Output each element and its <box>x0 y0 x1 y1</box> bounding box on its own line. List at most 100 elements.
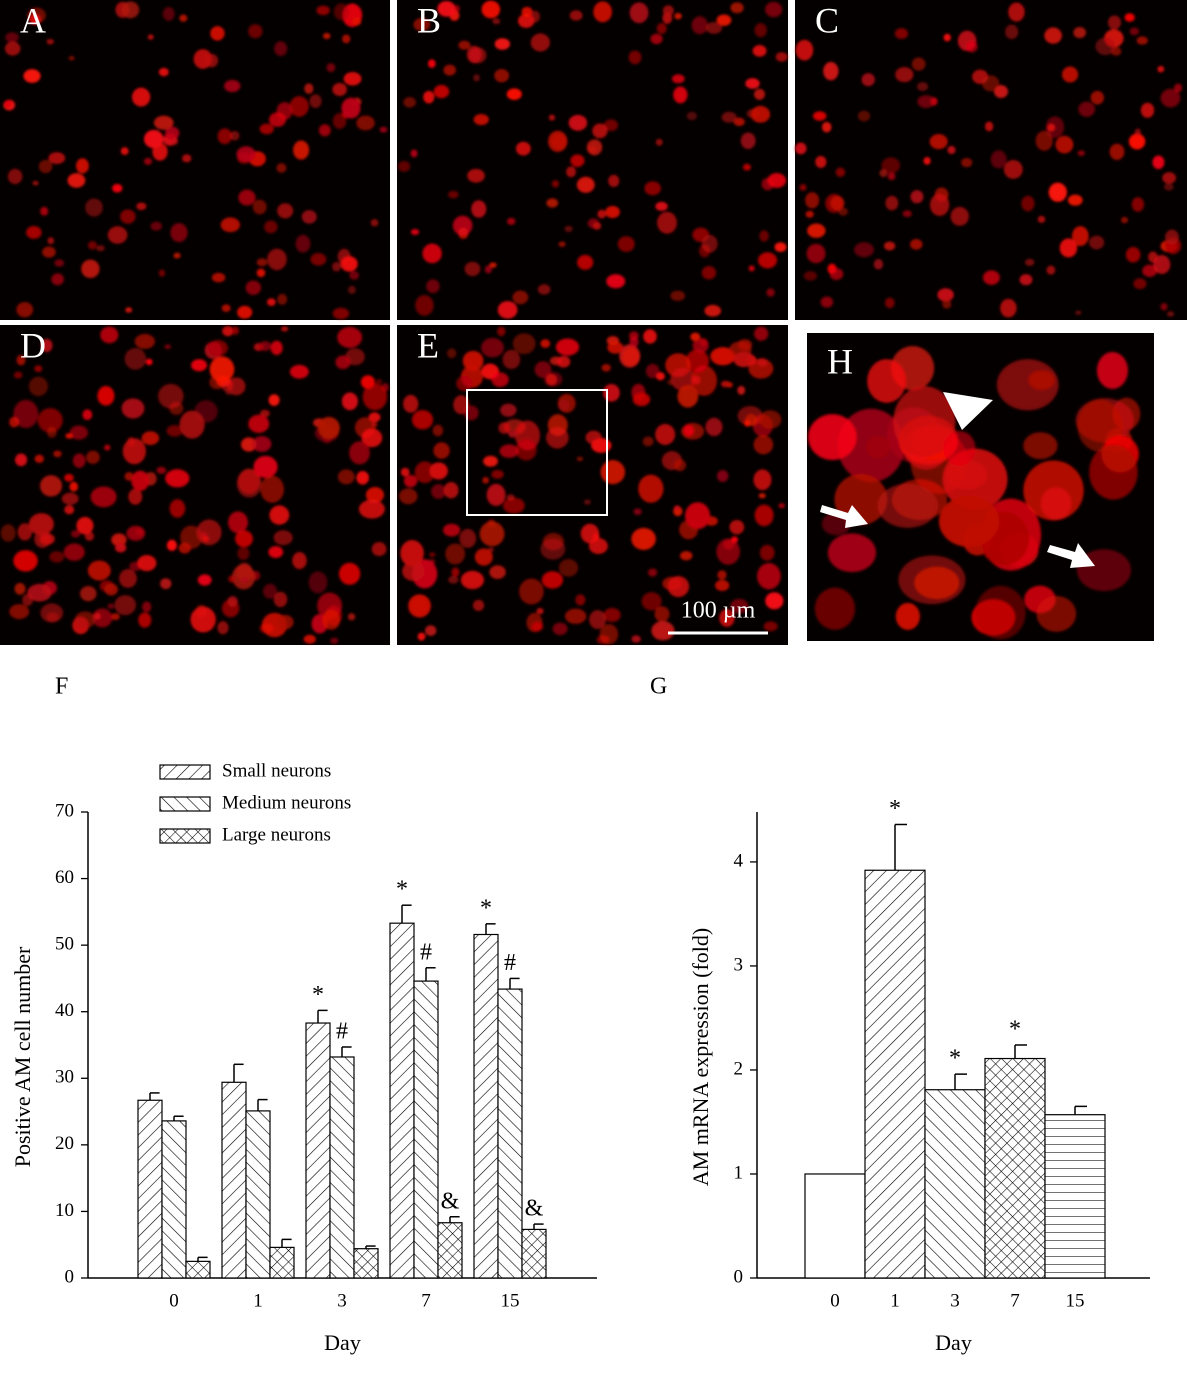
cell <box>775 52 788 62</box>
cell <box>512 333 536 355</box>
cell <box>556 355 571 368</box>
cell <box>1133 278 1147 290</box>
cell <box>895 602 920 630</box>
cell <box>622 347 640 367</box>
cell <box>280 326 289 332</box>
cell <box>515 141 531 156</box>
cell <box>805 192 820 209</box>
cell <box>1055 135 1074 154</box>
bar <box>864 869 926 1279</box>
cell <box>651 620 675 641</box>
cell <box>362 383 388 411</box>
cell <box>1072 226 1089 247</box>
significance-mark: * <box>312 982 324 1008</box>
cell <box>460 570 485 590</box>
cell <box>266 298 276 306</box>
cell <box>81 259 100 279</box>
cell <box>368 412 381 423</box>
cell <box>981 75 1000 92</box>
cell <box>365 486 385 503</box>
cell <box>877 483 939 528</box>
cell <box>1061 66 1079 83</box>
cell <box>333 3 350 21</box>
cell <box>260 409 270 418</box>
cell <box>530 33 550 52</box>
cell <box>303 634 316 644</box>
cell <box>692 337 709 353</box>
bar <box>305 1022 331 1279</box>
cell <box>685 349 709 373</box>
cell <box>548 114 556 121</box>
cell <box>667 379 674 386</box>
cell <box>829 268 844 280</box>
cell <box>86 450 100 464</box>
bar <box>353 1248 379 1279</box>
cell <box>165 469 190 488</box>
x-tick-label: 3 <box>337 1290 347 1311</box>
cell <box>942 299 952 309</box>
cell <box>235 530 253 548</box>
cell <box>466 45 482 64</box>
cell <box>601 363 611 372</box>
cell <box>245 280 262 296</box>
cell <box>238 189 256 206</box>
cell <box>506 88 522 100</box>
x-tick-label: 3 <box>950 1290 960 1311</box>
cell <box>4 41 21 56</box>
cell <box>126 525 146 541</box>
cell <box>984 121 994 132</box>
cell <box>443 523 461 537</box>
cell <box>124 471 134 481</box>
cell <box>209 356 235 383</box>
cell <box>662 12 673 24</box>
cell <box>452 215 473 236</box>
legend-label: Large neurons <box>222 824 331 845</box>
y-tick-label: 3 <box>734 954 744 975</box>
cell <box>337 469 355 485</box>
cell <box>422 243 442 264</box>
cell <box>341 97 361 119</box>
cell <box>64 473 74 482</box>
cell <box>758 252 778 269</box>
cell <box>558 241 566 247</box>
cell <box>277 203 294 219</box>
cell <box>453 395 470 415</box>
cell <box>42 246 56 258</box>
cell <box>5 32 19 43</box>
cell <box>551 180 560 188</box>
y-tick-label: 1 <box>734 1162 744 1183</box>
cell <box>497 326 506 337</box>
cell <box>597 209 607 219</box>
cell <box>208 340 228 357</box>
cell <box>628 50 642 65</box>
panel-label: G <box>650 674 667 700</box>
cell <box>340 256 358 272</box>
bar <box>185 1260 211 1279</box>
cell <box>403 394 419 413</box>
cell <box>551 134 568 150</box>
cell <box>721 111 737 123</box>
cell <box>107 603 115 609</box>
cell <box>137 554 157 572</box>
cell <box>54 259 65 267</box>
significance-mark: & <box>525 1196 544 1222</box>
x-axis-label: Day <box>324 1330 361 1355</box>
cell <box>259 123 274 135</box>
cell <box>1162 172 1177 184</box>
cell <box>902 210 912 218</box>
cell <box>67 173 86 188</box>
cell <box>835 167 846 178</box>
cell <box>371 422 378 428</box>
cell <box>120 147 129 155</box>
cell <box>544 371 563 387</box>
y-tick-label: 50 <box>55 934 74 955</box>
cell <box>576 456 584 462</box>
cell <box>643 329 657 344</box>
cell <box>228 511 248 534</box>
cell <box>85 198 103 217</box>
cell <box>443 64 456 76</box>
cell <box>937 288 954 302</box>
cell <box>347 285 356 295</box>
cell <box>410 229 420 236</box>
